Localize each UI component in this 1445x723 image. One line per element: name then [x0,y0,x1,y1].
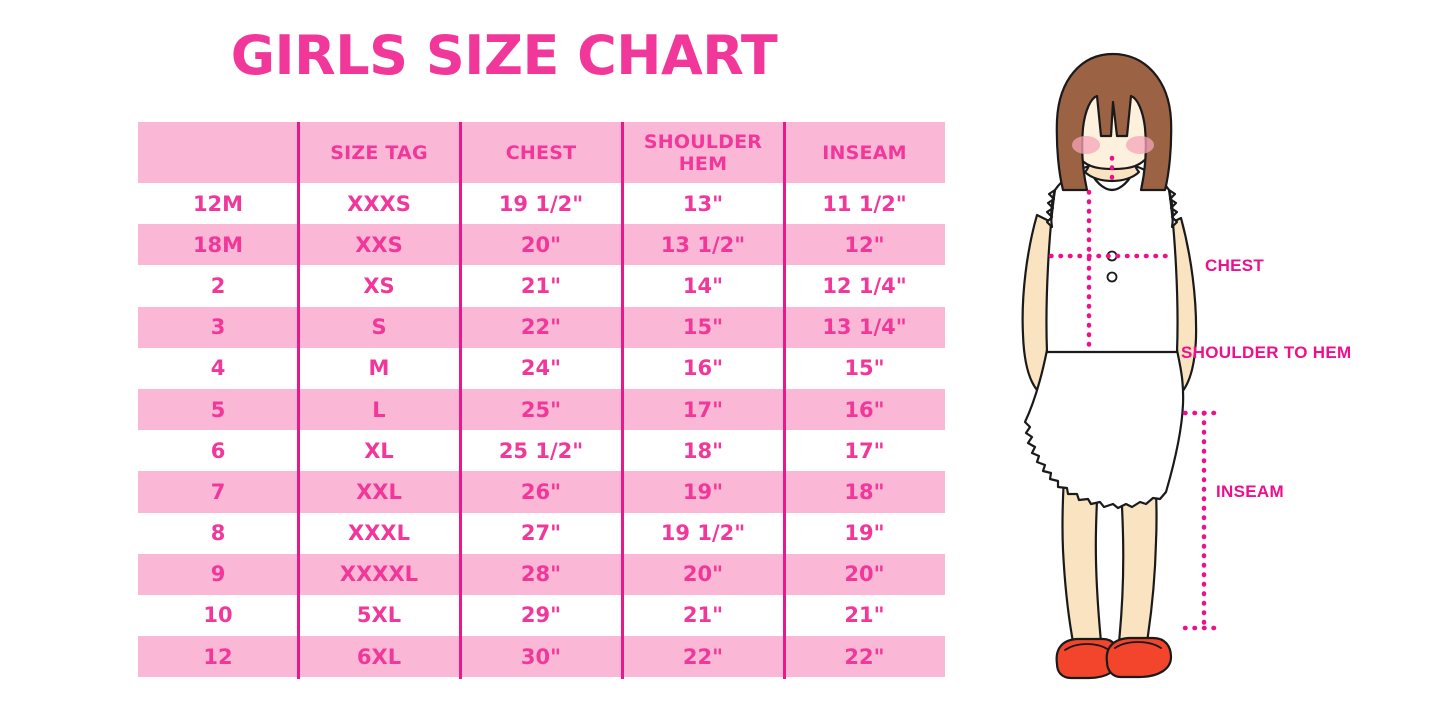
callout-label-shoulder-to-hem: SHOULDER TO HEM [1181,343,1352,362]
cell-size: 2 [138,265,298,307]
cell-shoulder-hem: 14" [622,265,784,307]
page-title: GIRLS SIZE CHART [230,24,778,87]
callout-label-chest: CHEST [1205,256,1265,275]
cell-shoulder-hem: 13 1/2" [622,224,784,266]
callout-label-inseam: INSEAM [1216,482,1284,501]
right-sleeve-ruffle [1167,188,1179,229]
cell-size: 9 [138,553,298,595]
cell-shoulder-hem: 22" [622,636,784,678]
cell-size: 8 [138,512,298,554]
left-shoe-strap [1064,643,1110,651]
right-blush [1126,136,1154,154]
cell-inseam: 11 1/2" [784,183,945,225]
cell-shoulder-hem: 18" [622,430,784,472]
cell-size: 3 [138,306,298,348]
table-row: 3 S 22" 15" 13 1/4" [138,306,945,348]
column-header-shoulder-hem: SHOULDER HEM [622,122,784,183]
cell-inseam: 15" [784,347,945,389]
cell-size: 5 [138,388,298,431]
cell-chest: 22" [460,306,622,348]
table-row: 4 M 24" 16" 15" [138,347,945,389]
cell-size-tag: S [298,306,460,348]
cell-shoulder-hem: 16" [622,347,784,389]
size-chart-table: SIZE TAG CHEST SHOULDER HEM INSEAM 12M XX… [138,122,945,678]
girl-figure-illustration [985,50,1235,690]
cell-inseam: 18" [784,471,945,513]
cell-inseam: 17" [784,430,945,472]
cell-size-tag: M [298,347,460,389]
column-header-chest: CHEST [460,122,622,183]
cell-inseam: 16" [784,388,945,431]
table-row: 9 XXXXL 28" 20" 20" [138,553,945,595]
column-header-size [138,122,298,183]
column-divider-3 [621,122,624,679]
cell-inseam: 12" [784,224,945,266]
cell-size: 7 [138,471,298,513]
column-divider-1 [297,122,300,679]
cell-inseam: 21" [784,594,945,637]
cell-size-tag: XXL [298,471,460,513]
column-divider-4 [783,122,786,679]
cell-size: 18M [138,224,298,266]
cell-size: 12M [138,183,298,225]
cell-size-tag: XXXXL [298,553,460,595]
cell-size-tag: 6XL [298,636,460,678]
cell-size-tag: L [298,388,460,431]
cell-chest: 25 1/2" [460,430,622,472]
cell-shoulder-hem: 21" [622,594,784,637]
cell-size: 12 [138,636,298,678]
column-divider-2 [459,122,462,679]
cell-shoulder-hem: 13" [622,183,784,225]
cell-chest: 20" [460,224,622,266]
table-row: 12M XXXS 19 1/2" 13" 11 1/2" [138,183,945,225]
cell-size-tag: XXXL [298,512,460,554]
cell-shoulder-hem: 19" [622,471,784,513]
table-header-row: SIZE TAG CHEST SHOULDER HEM INSEAM [138,122,945,183]
right-shoe-strap [1114,641,1162,649]
cell-chest: 25" [460,388,622,431]
cell-shoulder-hem: 15" [622,306,784,348]
cell-chest: 19 1/2" [460,183,622,225]
cell-chest: 21" [460,265,622,307]
cell-inseam: 19" [784,512,945,554]
cell-chest: 28" [460,553,622,595]
skirt [1023,348,1185,510]
left-blush [1072,136,1100,154]
table-row: 5 L 25" 17" 16" [138,388,945,431]
cell-chest: 30" [460,636,622,678]
hair [1055,52,1173,192]
table-row: 18M XXS 20" 13 1/2" 12" [138,224,945,266]
right-shoe [1105,636,1173,679]
cell-inseam: 22" [784,636,945,678]
cell-size: 10 [138,594,298,637]
cell-chest: 26" [460,471,622,513]
button-bottom [1106,271,1118,283]
cell-size: 4 [138,347,298,389]
cell-shoulder-hem: 20" [622,553,784,595]
cell-size-tag: XL [298,430,460,472]
cell-inseam: 12 1/4" [784,265,945,307]
left-sleeve-ruffle [1045,188,1057,229]
table-row: 12 6XL 30" 22" 22" [138,636,945,678]
cell-size-tag: XXXS [298,183,460,225]
table-body: 12M XXXS 19 1/2" 13" 11 1/2" 18M XXS 20" 13 1/2"… [138,183,945,678]
table-row: 7 XXL 26" 19" 18" [138,471,945,513]
cell-inseam: 20" [784,553,945,595]
cell-size: 6 [138,430,298,472]
cell-size-tag: 5XL [298,594,460,637]
table-row: 8 XXXL 27" 19 1/2" 19" [138,512,945,554]
column-header-inseam: INSEAM [784,122,945,183]
cell-chest: 29" [460,594,622,637]
cell-inseam: 13 1/4" [784,306,945,348]
column-header-size-tag: SIZE TAG [298,122,460,183]
cell-chest: 24" [460,347,622,389]
cell-chest: 27" [460,512,622,554]
table-row: 6 XL 25 1/2" 18" 17" [138,430,945,472]
table-row: 10 5XL 29" 21" 21" [138,594,945,637]
table-row: 2 XS 21" 14" 12 1/4" [138,265,945,307]
cell-size-tag: XS [298,265,460,307]
cell-shoulder-hem: 19 1/2" [622,512,784,554]
cell-shoulder-hem: 17" [622,388,784,431]
cell-size-tag: XXS [298,224,460,266]
